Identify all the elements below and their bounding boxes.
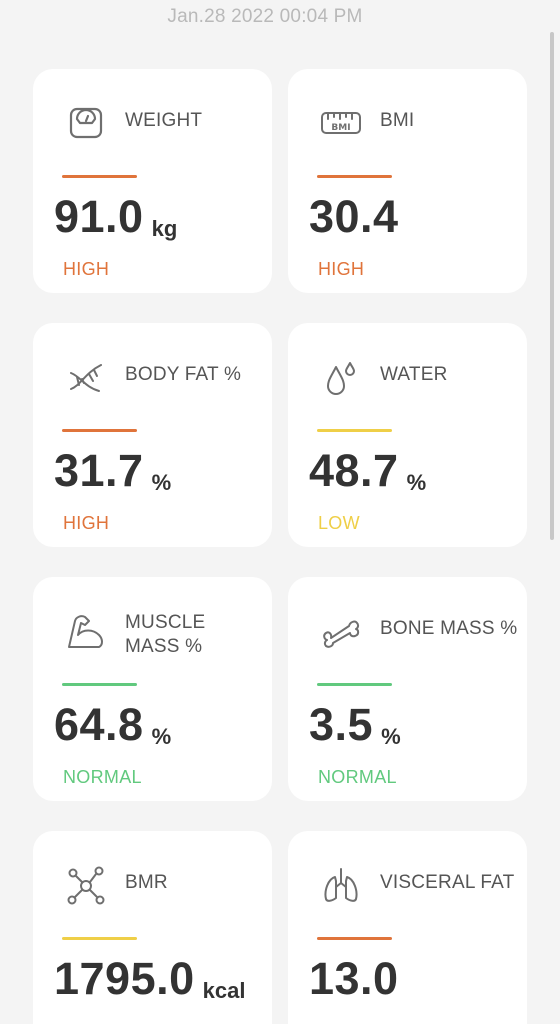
metric-value-row: 64.8% xyxy=(54,699,171,751)
metric-label: BONE MASS % xyxy=(380,618,518,639)
metric-value-row: 31.7% xyxy=(54,445,171,497)
metric-value: 91.0 xyxy=(54,191,144,242)
metric-card-bmi[interactable]: BMI BMI 30.4 HIGH xyxy=(288,69,527,293)
metric-value-row: 1795.0 kcal xyxy=(54,953,245,1005)
metric-label: VISCERAL FAT xyxy=(380,872,515,893)
metric-value-row: 30.4 xyxy=(309,191,399,243)
status-bar xyxy=(317,937,392,940)
metric-card-weight[interactable]: WEIGHT 91.0 kg HIGH xyxy=(33,69,272,293)
status-bar xyxy=(317,683,392,686)
metric-label: BMI xyxy=(380,110,415,131)
metric-value: 1795.0 xyxy=(54,953,195,1004)
metric-status: HIGH xyxy=(63,513,110,533)
metric-label: BMR xyxy=(125,872,168,893)
molecule-icon xyxy=(63,863,109,909)
metric-unit: kg xyxy=(151,216,178,241)
metric-status: NORMAL xyxy=(63,767,142,787)
metric-unit: % xyxy=(406,470,427,495)
metric-card-bone-mass[interactable]: BONE MASS % 3.5% NORMAL xyxy=(288,577,527,801)
metric-card-water[interactable]: WATER 48.7% LOW xyxy=(288,323,527,547)
metric-value-row: 48.7% xyxy=(309,445,426,497)
metric-value-row: 91.0 kg xyxy=(54,191,177,243)
bmi-icon: BMI xyxy=(318,101,364,147)
status-bar xyxy=(62,175,137,178)
metric-unit: % xyxy=(381,724,401,749)
metric-label: WEIGHT xyxy=(125,110,203,131)
metric-value-row: 3.5% xyxy=(309,699,401,751)
status-bar xyxy=(62,937,137,940)
metric-value: 30.4 xyxy=(309,191,399,242)
metric-status: LOW xyxy=(318,513,360,533)
metric-value: 48.7 xyxy=(309,445,399,496)
metric-unit: kcal xyxy=(202,978,246,1003)
water-drops-icon xyxy=(318,355,364,401)
svg-text:BMI: BMI xyxy=(331,123,350,133)
lungs-icon xyxy=(318,863,364,909)
bone-icon xyxy=(318,609,364,655)
metric-status: NORMAL xyxy=(318,767,397,787)
measurement-timestamp: Jan.28 2022 00:04 PM xyxy=(167,6,363,27)
status-bar xyxy=(317,429,392,432)
dna-icon xyxy=(63,355,109,401)
metric-card-muscle-mass[interactable]: MUSCLE MASS % 64.8% NORMAL xyxy=(33,577,272,801)
muscle-arm-icon xyxy=(63,609,109,655)
metric-label: BODY FAT % xyxy=(125,364,242,385)
scrollbar[interactable] xyxy=(550,32,554,540)
metric-unit: % xyxy=(151,724,172,749)
metric-label: WATER xyxy=(380,364,448,385)
metric-value: 31.7 xyxy=(54,445,144,496)
metric-status: HIGH xyxy=(318,259,365,279)
status-bar xyxy=(62,683,137,686)
metric-card-visceral-fat[interactable]: VISCERAL FAT 13.0 xyxy=(288,831,527,1024)
status-bar xyxy=(62,429,137,432)
metric-status: HIGH xyxy=(63,259,110,279)
scale-icon xyxy=(63,101,109,147)
metric-card-bmr[interactable]: BMR 1795.0 kcal xyxy=(33,831,272,1024)
metric-value-row: 13.0 xyxy=(309,953,399,1005)
metric-label: MUSCLE MASS % xyxy=(125,612,206,657)
metric-unit: % xyxy=(151,470,172,495)
metric-value: 64.8 xyxy=(54,699,144,750)
metric-value: 3.5 xyxy=(309,699,374,750)
status-bar xyxy=(317,175,392,178)
metric-value: 13.0 xyxy=(309,953,399,1004)
metric-card-body-fat[interactable]: BODY FAT % 31.7% HIGH xyxy=(33,323,272,547)
